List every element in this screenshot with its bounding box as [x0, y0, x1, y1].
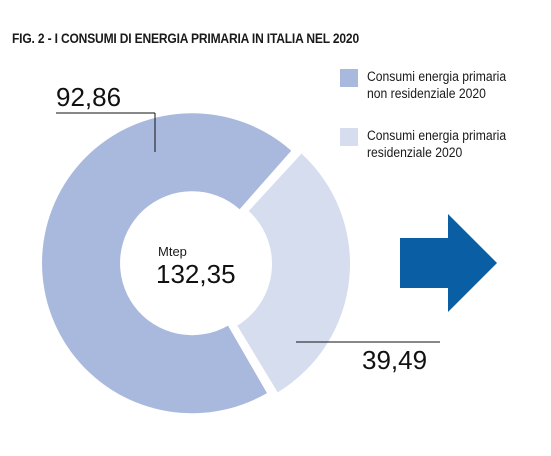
- center-unit-label: Mtep: [158, 244, 187, 259]
- legend-item-non-residential: Consumi energia primaria non residenzial…: [340, 68, 522, 102]
- legend-swatch: [340, 128, 358, 146]
- legend-item-residential: Consumi energia primaria residenziale 20…: [340, 127, 522, 161]
- chart-title: FIG. 2 - I CONSUMI DI ENERGIA PRIMARIA I…: [12, 30, 359, 46]
- right-arrow-icon: [400, 214, 497, 312]
- slice-residential: [237, 153, 351, 393]
- value-label-non-residential: 92,86: [56, 82, 122, 112]
- center-total-label: 132,35: [156, 259, 236, 289]
- legend-label-line: residenziale 2020: [367, 145, 463, 160]
- slice-non-residential: [42, 113, 292, 414]
- legend-label-line: non residenziale 2020: [367, 86, 486, 101]
- legend-label-line: Consumi energia primaria: [367, 69, 507, 84]
- legend-swatch: [340, 69, 358, 87]
- legend-label-line: Consumi energia primaria: [367, 128, 507, 143]
- value-label-residential: 39,49: [362, 345, 428, 375]
- legend-label: Consumi energia primaria non residenzial…: [367, 68, 506, 102]
- legend-label: Consumi energia primaria residenziale 20…: [367, 127, 506, 161]
